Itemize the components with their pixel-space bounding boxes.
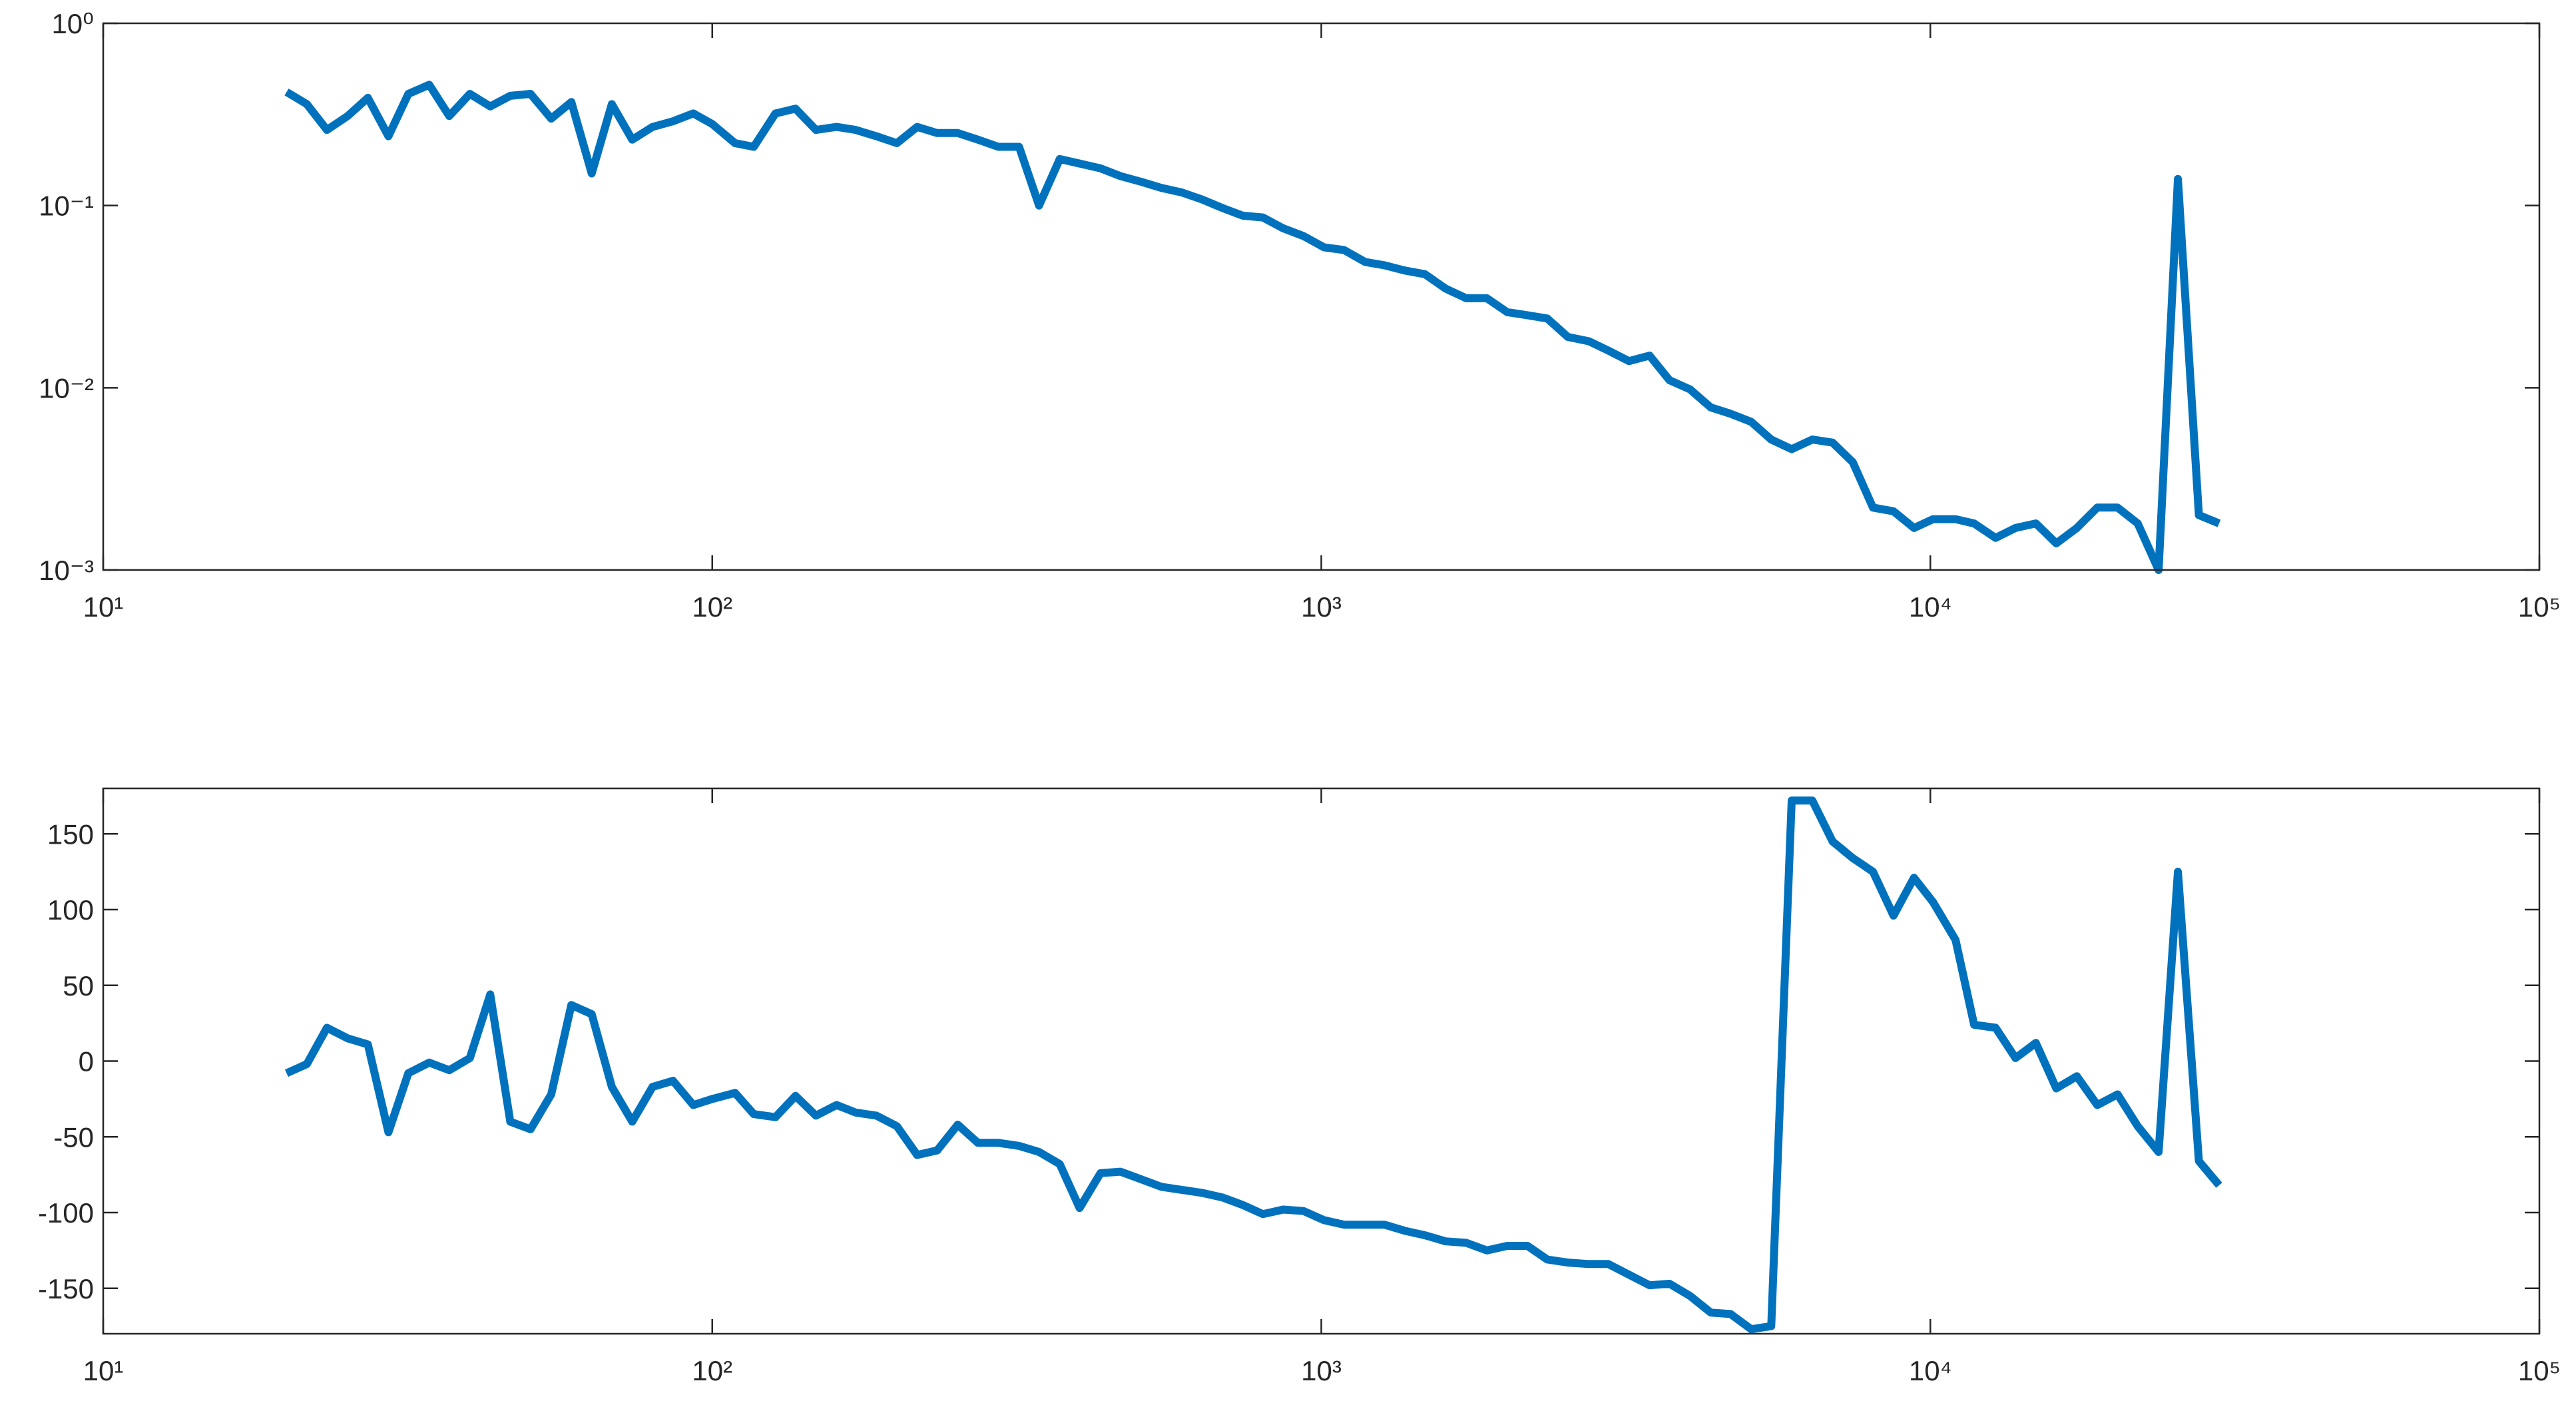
y-tick-label: 100 — [47, 894, 94, 926]
x-tick-label: 10⁴ — [1909, 1355, 1952, 1386]
y-tick-label: 150 — [47, 818, 94, 850]
x-tick-label: 10³ — [1301, 591, 1342, 623]
y-tick-label: 50 — [63, 970, 94, 1001]
y-tick-label: -100 — [38, 1197, 94, 1229]
x-tick-label: 10¹ — [83, 591, 124, 623]
y-tick-label: 10⁻³ — [39, 555, 94, 586]
x-tick-label: 10² — [692, 1355, 732, 1386]
y-tick-label: -150 — [38, 1273, 94, 1304]
data-line — [284, 796, 2222, 1334]
y-tick-label: 10⁻² — [39, 372, 94, 404]
y-tick-label: 10⁻¹ — [39, 190, 94, 222]
x-tick-label: 10³ — [1301, 1355, 1342, 1386]
x-tick-label: 10² — [692, 591, 732, 623]
y-tick-label: 0 — [79, 1046, 94, 1077]
axes-box — [102, 22, 2541, 571]
data-line — [284, 81, 2221, 574]
axes-box — [102, 787, 2541, 1335]
y-tick-label: 10⁰ — [51, 8, 94, 39]
axes-background — [103, 23, 2539, 570]
x-tick-label: 10⁴ — [1909, 591, 1952, 623]
axes-background — [103, 788, 2539, 1334]
y-tick-label: -50 — [53, 1121, 94, 1153]
x-tick-label: 10⁵ — [2518, 591, 2561, 623]
x-tick-label: 10⁵ — [2518, 1355, 2561, 1386]
x-tick-label: 10¹ — [83, 1355, 124, 1386]
